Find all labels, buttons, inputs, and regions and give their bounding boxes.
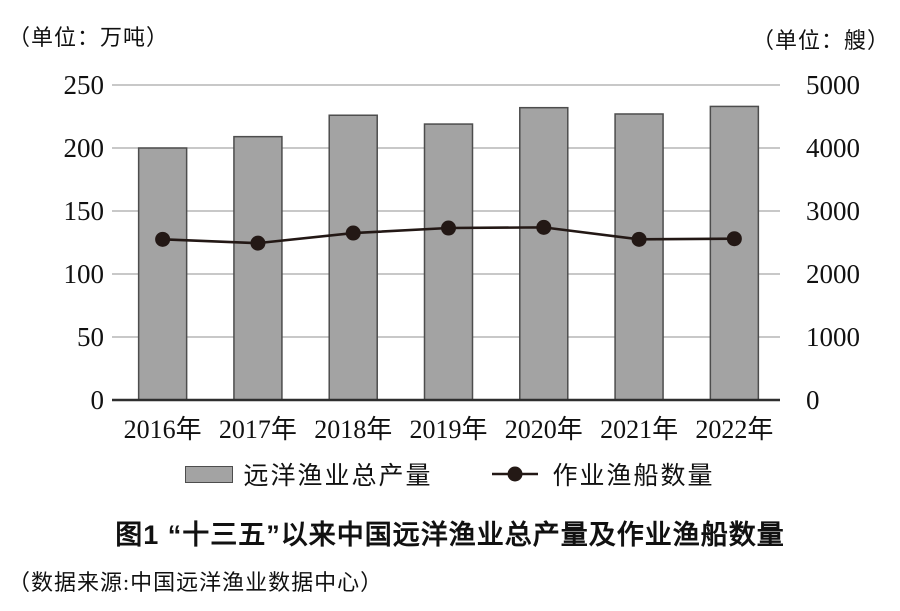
production-bar: [137, 147, 188, 401]
x-axis-label: 2016年: [124, 415, 202, 444]
vessel-point: [155, 231, 171, 247]
right-axis-tick-label: 2000: [806, 259, 860, 289]
production-bar: [709, 105, 760, 401]
legend-item-production: 远洋渔业总产量: [185, 456, 432, 492]
right-axis-tick-label: 5000: [806, 70, 860, 100]
x-axis-label: 2021年: [600, 415, 678, 444]
vessel-point: [441, 220, 456, 236]
bar-series-swatch: [185, 465, 234, 483]
x-axis-label: 2020年: [505, 415, 583, 444]
vessel-point: [536, 219, 552, 235]
vessel-point: [726, 231, 742, 247]
figure-title: 图1 “十三五”以来中国远洋渔业总产量及作业渔船数量: [115, 520, 785, 550]
left-axis-tick-label: 0: [91, 385, 105, 415]
right-axis-tick-label: 1000: [806, 322, 860, 352]
line-series-label: 作业渔船数量: [552, 463, 715, 490]
x-axis-label: 2018年: [314, 415, 392, 444]
x-axis-label: 2022年: [695, 415, 773, 444]
bar-series-label: 远洋渔业总产量: [243, 463, 433, 490]
right-axis-tick-label: 4000: [806, 133, 860, 163]
left-axis-unit-label: （单位：万吨）: [8, 25, 170, 50]
right-axis-tick-label: 3000: [806, 196, 860, 226]
production-bar: [233, 135, 283, 401]
data-source-note: （数据来源:中国远洋渔业数据中心）: [8, 570, 384, 595]
vessel-point: [345, 225, 361, 241]
right-axis-tick-label: 0: [806, 385, 820, 415]
left-axis-tick-label: 150: [64, 196, 105, 226]
left-axis-tick-label: 200: [64, 133, 105, 163]
left-axis-tick-label: 250: [64, 70, 105, 100]
x-axis-label: 2019年: [409, 415, 487, 444]
combo-chart: 0 50 100 150 200 250 0 1000 2000 3000 4000 5000 2016…: [64, 70, 861, 444]
right-axis-unit-label: （单位：艘）: [751, 28, 890, 53]
x-axis-label: 2017年: [219, 415, 297, 444]
left-axis-tick-label: 50: [77, 322, 104, 352]
production-bar: [614, 113, 664, 401]
line-series-symbol: [491, 466, 538, 482]
vessel-point: [250, 235, 266, 251]
production-bar: [423, 123, 474, 401]
left-axis-tick-label: 100: [64, 259, 105, 289]
legend-item-vessels: 作业渔船数量: [491, 456, 715, 492]
vessel-point: [631, 231, 647, 247]
production-bar: [519, 106, 569, 401]
production-bar: [328, 114, 378, 401]
chart-legend: 远洋渔业总产量 作业渔船数量: [0, 456, 900, 492]
